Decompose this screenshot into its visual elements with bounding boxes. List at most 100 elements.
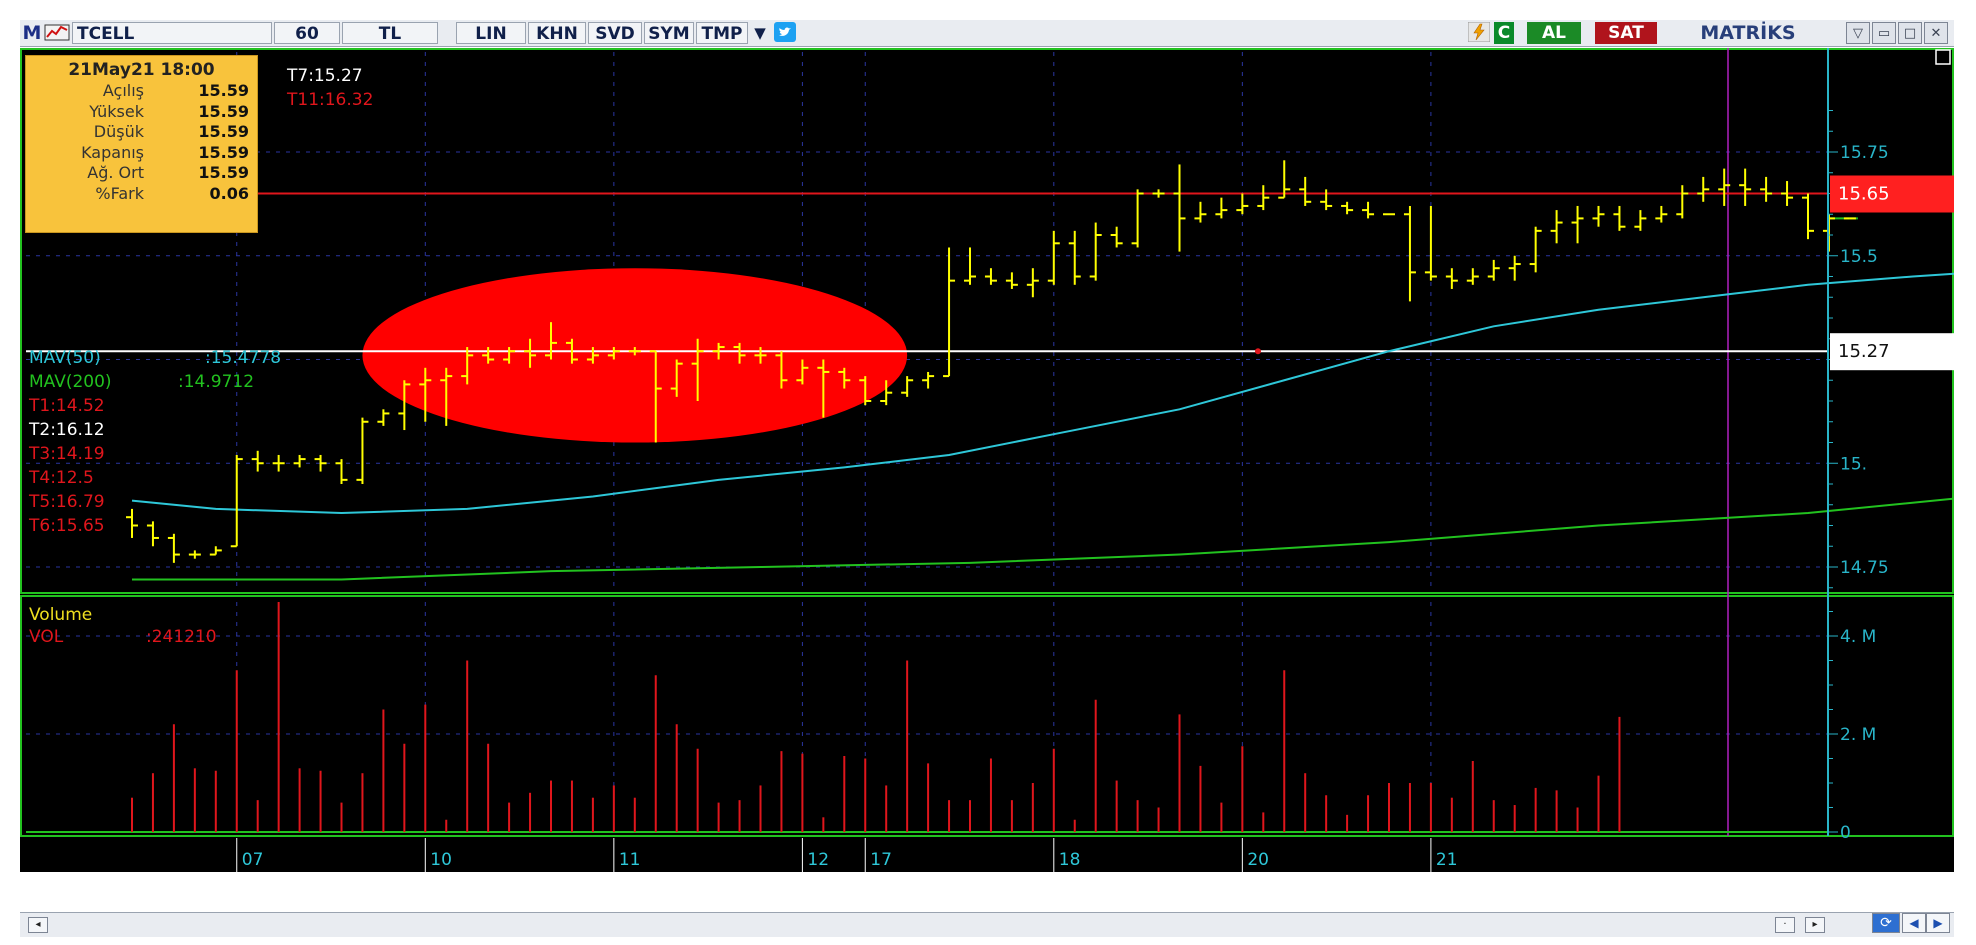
scroll-left-icon[interactable]: ◂ — [28, 917, 48, 933]
vol-label: VOL — [29, 627, 64, 647]
twitter-icon[interactable] — [772, 22, 798, 44]
ohlc-bar — [398, 380, 411, 431]
ohlc-bar — [335, 459, 348, 484]
ohlc-bar — [230, 454, 243, 548]
ohlc-bar — [377, 409, 390, 426]
pane-toggle-icon — [1935, 49, 1951, 65]
sym-button[interactable]: SYM — [644, 22, 694, 44]
maximize-icon[interactable]: □ — [1898, 22, 1922, 44]
ohlc-bar — [188, 550, 201, 559]
ohlc-bar — [1026, 268, 1039, 298]
info-label: Yüksek — [89, 101, 144, 121]
ohlc-bar — [126, 508, 138, 538]
t2-label: T2:16.12 — [29, 420, 105, 440]
price-frame — [20, 48, 1954, 594]
info-value: 15.59 — [198, 81, 249, 100]
vol-value: :241210 — [146, 627, 217, 647]
volume-tick-label: 2. M — [1840, 725, 1876, 745]
buy-button[interactable]: AL — [1527, 22, 1581, 44]
ohlc-bar — [1613, 205, 1626, 231]
date-label: 20 — [1247, 850, 1269, 870]
dropdown-arrow-icon[interactable]: ▼ — [754, 24, 766, 42]
pan-left-icon[interactable]: ◀ — [1902, 913, 1926, 933]
t6-label: T6:15.65 — [29, 516, 105, 536]
price-chart[interactable]: 14.75 15. 15.5 15.75 15.65 15.27 — [20, 48, 1954, 594]
volume-title: Volume — [29, 605, 93, 625]
price-tick-label: 15. — [1840, 454, 1867, 474]
price-tag-box — [1830, 333, 1954, 371]
ohlc-bar — [1257, 185, 1270, 211]
ohlc-bar — [607, 347, 620, 360]
ohlc-bar — [461, 347, 474, 385]
khn-button[interactable]: KHN — [528, 22, 586, 44]
scroll-handle[interactable]: · — [1775, 917, 1795, 933]
info-date: 21May21 18:00 — [68, 60, 215, 80]
ohlc-bar — [503, 347, 516, 364]
date-label: 18 — [1059, 850, 1081, 870]
symbol-field[interactable]: TCELL — [72, 22, 272, 44]
window-dropdown-icon[interactable]: ▽ — [1846, 22, 1870, 44]
info-label: Düşük — [93, 122, 144, 141]
close-icon[interactable]: ✕ — [1924, 22, 1948, 44]
date-label: 11 — [619, 850, 641, 870]
ohlc-bar — [1215, 197, 1228, 219]
ohlc-bar — [419, 367, 432, 422]
chart-area[interactable]: 14.75 15. 15.5 15.75 15.65 15.27 0 2. M 4. M 07 1… — [20, 48, 1954, 872]
tmp-button[interactable]: TMP — [696, 22, 748, 44]
ohlc-bar — [356, 417, 369, 484]
svd-button[interactable]: SVD — [588, 22, 642, 44]
info-row-open: Açılış 15.59 — [34, 81, 249, 102]
volume-tick-label: 0 — [1840, 823, 1851, 843]
ohlc-bar — [1760, 176, 1773, 202]
c-button[interactable]: C — [1494, 22, 1514, 44]
ohlc-bar — [754, 347, 767, 364]
ohlc-bar — [1047, 230, 1060, 285]
ohlc-bar — [1068, 230, 1081, 285]
minimize-icon[interactable]: ▭ — [1872, 22, 1896, 44]
info-label: Ağ. Ort — [87, 163, 144, 182]
ohlc-bar — [565, 338, 578, 364]
scroll-right-icon[interactable]: ▸ — [1805, 917, 1825, 933]
pan-right-icon[interactable]: ▶ — [1926, 913, 1950, 933]
ohlc-bar — [922, 371, 935, 389]
lightning-icon[interactable] — [1466, 21, 1492, 44]
currency-field[interactable]: TL — [342, 22, 438, 44]
period-field[interactable]: 60 — [274, 22, 340, 44]
ohlc-bar — [209, 546, 222, 556]
price-tick-label: 15.5 — [1840, 247, 1878, 267]
refresh-icon[interactable]: ⟳ — [1872, 913, 1900, 933]
ohlc-bar — [901, 376, 914, 397]
lin-button[interactable]: LIN — [456, 22, 526, 44]
ohlc-bar — [1592, 205, 1605, 227]
ohlc-bar — [1550, 210, 1563, 244]
ohlc-bar — [586, 347, 599, 364]
info-row-change: %Fark 0.06 — [34, 184, 249, 205]
bottom-scrollbar[interactable]: ◂ · ▸ ⟳ ◀ ▶ — [20, 912, 1954, 937]
ohlc-bar — [1110, 226, 1123, 248]
matriks-logo: M — [22, 22, 42, 44]
ohlc-bar — [1634, 210, 1647, 231]
ohlc-bar — [775, 351, 788, 389]
ohlc-bar — [943, 247, 956, 378]
date-axis-strip — [20, 838, 1954, 872]
ohlc-bar — [1466, 268, 1479, 285]
sell-button[interactable]: SAT — [1595, 22, 1657, 44]
info-row-close: Kapanış 15.59 — [34, 143, 249, 164]
chart-toolbar: M TCELL 60 TL LIN KHN SVD SYM TMP ▼ C AL… — [20, 20, 1954, 47]
ohlc-bar — [691, 338, 704, 401]
volume-chart[interactable]: 0 2. M 4. M 07 10 11 12 17 18 20 21 — [20, 594, 1954, 872]
info-value: 0.06 — [209, 183, 249, 203]
t7-label: T7:15.27 — [287, 66, 363, 86]
t1-label: T1:14.52 — [29, 396, 105, 416]
intersection-marker — [1255, 348, 1261, 355]
info-row-low: Düşük 15.59 — [34, 122, 249, 143]
chart-type-icon[interactable] — [44, 22, 70, 44]
info-value: 15.59 — [198, 163, 249, 182]
ohlc-bar — [1529, 226, 1542, 273]
ohlc-bar — [1005, 272, 1018, 289]
resistance-price-tag: 15.65 — [1830, 175, 1954, 213]
price-background — [20, 48, 1954, 594]
ohlc-bar — [712, 342, 725, 360]
info-value: 15.59 — [198, 101, 249, 121]
date-label: 10 — [430, 850, 452, 870]
